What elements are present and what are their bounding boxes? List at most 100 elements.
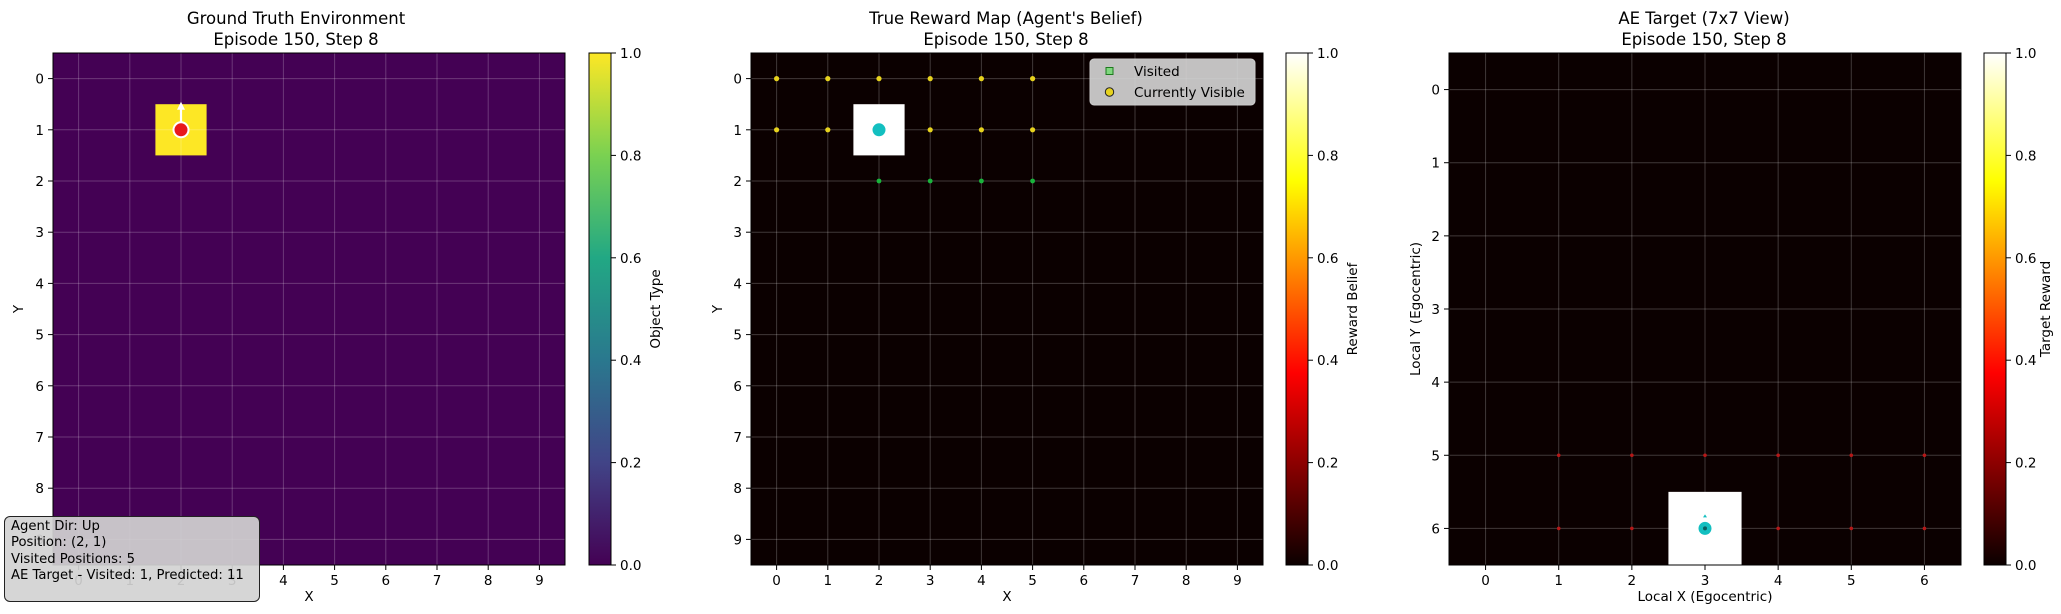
colorbar-tick-label: 0.8 [2015, 148, 2036, 164]
visited-point [1030, 178, 1035, 184]
x-tick-label: 1 [824, 573, 833, 589]
panel3-title: AE Target (7x7 View) [1618, 9, 1789, 28]
panel1-title: Ground Truth Environment [187, 9, 406, 28]
x-tick-label: 7 [1131, 573, 1140, 589]
x-tick-label: 0 [1481, 573, 1490, 589]
legend-visible-label: Currently Visible [1134, 85, 1245, 101]
y-tick-label: 0 [1431, 83, 1440, 99]
panel1-frame [52, 52, 566, 566]
y-tick-label: 8 [35, 481, 44, 497]
info-line-direction: Agent Dir: Up [11, 519, 100, 534]
x-tick-label: 6 [1920, 573, 1929, 589]
panel3-colorbar-ticks: 0.0 0.2 0.4 0.6 0.8 1.0 [2006, 46, 2036, 574]
panel3-x-ticks: 0 1 2 3 4 5 6 [1481, 565, 1929, 589]
panel2-legend: Visited Currently Visible [1089, 58, 1256, 106]
panel1-y-label: Y [11, 304, 27, 314]
info-line-ae-target: AE Target - Visited: 1, Predicted: 11 [11, 568, 244, 584]
currently-visible-point [825, 127, 831, 133]
x-tick-label: 5 [1847, 573, 1856, 589]
x-tick-label: 6 [382, 573, 391, 589]
currently-visible-point [876, 76, 882, 82]
panel1-grid [53, 53, 565, 565]
x-tick-label: 6 [1080, 573, 1089, 589]
y-tick-label: 5 [1431, 448, 1440, 464]
x-tick-label: 2 [875, 573, 884, 589]
colorbar-tick-label: 0.8 [1317, 148, 1338, 164]
colorbar-tick-label: 0.4 [620, 353, 641, 369]
y-tick-label: 4 [733, 276, 742, 292]
info-line-position: Position: (2, 1) [11, 535, 107, 551]
y-tick-label: 9 [733, 532, 742, 548]
panel3-x-label: Local X (Egocentric) [1637, 589, 1772, 605]
y-tick-label: 4 [1431, 375, 1440, 391]
y-tick-label: 3 [1431, 302, 1440, 318]
info-line-visited: Visited Positions: 5 [11, 551, 136, 567]
target-marker-point [1630, 453, 1634, 458]
agent-marker [172, 121, 190, 139]
legend-frame [1089, 58, 1256, 106]
visited-point [979, 178, 984, 184]
colorbar-tick-label: 0.4 [1317, 353, 1338, 369]
y-tick-label: 6 [35, 379, 44, 395]
visited-point [927, 178, 933, 184]
currently-visible-point [1030, 127, 1036, 133]
y-tick-label: 0 [35, 72, 44, 88]
target-marker-point [1922, 526, 1927, 531]
visited-point [876, 178, 882, 184]
agent-marker [872, 123, 886, 137]
colorbar-tick-label: 1.0 [620, 46, 641, 62]
panel2-y-label: Y [710, 304, 726, 314]
panel2-colorbar [1285, 52, 1309, 566]
panel3-colorbar-label: Target Reward [2038, 261, 2054, 358]
y-tick-label: 4 [35, 276, 44, 292]
panel3-points [1556, 453, 1927, 531]
panel2-x-ticks: 0 1 2 3 4 5 6 7 8 9 [772, 565, 1242, 589]
panel-reward-map: True Reward Map (Agent's Belief) Episode… [710, 9, 1361, 605]
panel2-x-label: X [1002, 589, 1011, 605]
panel3-y-ticks: 0 1 2 3 4 5 6 [1431, 83, 1449, 537]
y-tick-label: 1 [733, 123, 742, 139]
colorbar-tick-label: 0.0 [620, 558, 641, 574]
y-tick-label: 1 [35, 123, 44, 139]
colorbar-tick-label: 0.6 [2015, 251, 2036, 267]
x-tick-label: 9 [535, 573, 544, 589]
currently-visible-point [978, 127, 985, 133]
panel1-colorbar-label: Object Type [648, 269, 664, 348]
arrow-head-icon [1703, 514, 1707, 518]
panel2-colorbar-ticks: 0.0 0.2 0.4 0.6 0.8 1.0 [1308, 46, 1338, 574]
colorbar-tick-label: 0.2 [2015, 456, 2036, 472]
y-tick-label: 1 [1431, 156, 1440, 172]
panel3-background [1449, 53, 1961, 565]
colorbar-tick-label: 0.4 [2015, 353, 2036, 369]
legend-visible-marker [1104, 87, 1115, 97]
panel2-frame [750, 52, 1264, 566]
y-tick-label: 6 [1431, 521, 1440, 537]
y-tick-label: 7 [35, 430, 44, 446]
panel1-x-label: X [304, 589, 313, 605]
currently-visible-point [825, 76, 831, 82]
agent-info-box: Agent Dir: Up Position: (2, 1) Visited P… [4, 516, 260, 602]
agent-center-dot [1703, 526, 1707, 531]
arrow-head-icon [177, 101, 185, 110]
x-tick-label: 4 [1774, 573, 1783, 589]
currently-visible-point [1030, 76, 1036, 82]
target-marker-point [1849, 526, 1854, 531]
panel2-subtitle: Episode 150, Step 8 [923, 30, 1088, 49]
legend-visited-label: Visited [1134, 64, 1180, 80]
x-tick-label: 9 [1233, 573, 1242, 589]
colorbar-tick-label: 0.8 [620, 148, 641, 164]
colorbar-tick-label: 0.2 [1317, 456, 1338, 472]
x-tick-label: 1 [1554, 573, 1563, 589]
panel2-colorbar-label: Reward Belief [1345, 261, 1361, 355]
x-tick-label: 3 [1701, 573, 1710, 589]
x-tick-label: 3 [926, 573, 935, 589]
colorbar-tick-label: 0.0 [1317, 558, 1338, 574]
colorbar-tick-label: 0.2 [620, 456, 641, 472]
x-tick-label: 0 [772, 573, 781, 589]
x-tick-label: 5 [1028, 573, 1037, 589]
x-tick-label: 4 [279, 573, 288, 589]
panel3-colorbar [1983, 52, 2007, 566]
y-tick-label: 7 [733, 430, 742, 446]
